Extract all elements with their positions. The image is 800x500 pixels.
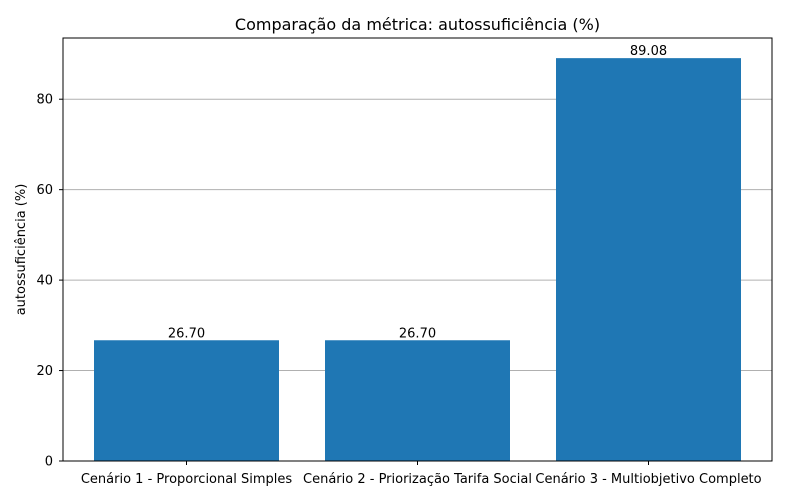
x-tick-label: Cenário 1 - Proporcional Simples	[81, 472, 292, 487]
bar	[94, 340, 279, 461]
data-labels: 26.70 26.70 89.08	[168, 44, 667, 341]
x-axis-ticks: Cenário 1 - Proporcional Simples Cenário …	[81, 461, 762, 487]
bars	[94, 58, 741, 462]
x-tick-label: Cenário 2 - Priorização Tarifa Social	[303, 472, 532, 487]
bar	[325, 340, 510, 461]
bar-value-label: 89.08	[630, 44, 667, 59]
y-tick-label: 40	[36, 274, 53, 289]
y-tick-label: 0	[45, 455, 53, 470]
x-tick-label: Cenário 3 - Multiobjetivo Completo	[535, 472, 761, 487]
y-axis-ticks: 0 20 40 60 80	[36, 93, 63, 470]
chart-title: Comparação da métrica: autossuficiência …	[235, 15, 600, 34]
bar-value-label: 26.70	[168, 326, 205, 341]
y-tick-label: 80	[36, 93, 53, 108]
y-tick-label: 60	[36, 183, 53, 198]
y-tick-label: 20	[36, 364, 53, 379]
bar	[556, 58, 741, 462]
y-axis-label: autossuficiência (%)	[14, 184, 29, 316]
bar-value-label: 26.70	[399, 326, 436, 341]
